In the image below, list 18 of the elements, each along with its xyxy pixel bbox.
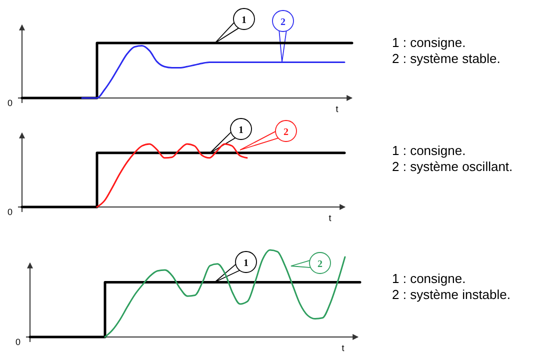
series-label: 1 bbox=[244, 258, 248, 269]
text: 2 : système instable. bbox=[392, 287, 510, 302]
text: 0 bbox=[7, 98, 13, 108]
text: 2 : système stable. bbox=[392, 51, 500, 66]
text: 1 : consigne. bbox=[392, 35, 466, 50]
text: 2 bbox=[280, 17, 286, 28]
text: 1 : consigne. bbox=[392, 143, 466, 158]
text: 2 bbox=[284, 127, 288, 138]
text: 0 bbox=[15, 337, 21, 347]
x-axis-title: t bbox=[336, 104, 339, 114]
x-axis-title: t bbox=[342, 343, 345, 353]
text: 2 : système oscillant. bbox=[392, 159, 513, 174]
x-axis-title: t bbox=[328, 213, 332, 223]
series-label: 1 bbox=[242, 15, 246, 26]
series-label: 1 bbox=[238, 125, 244, 136]
text: 0 bbox=[7, 207, 13, 217]
text: 1 : consigne. bbox=[392, 271, 466, 286]
legend-label: 2 bbox=[318, 259, 322, 270]
